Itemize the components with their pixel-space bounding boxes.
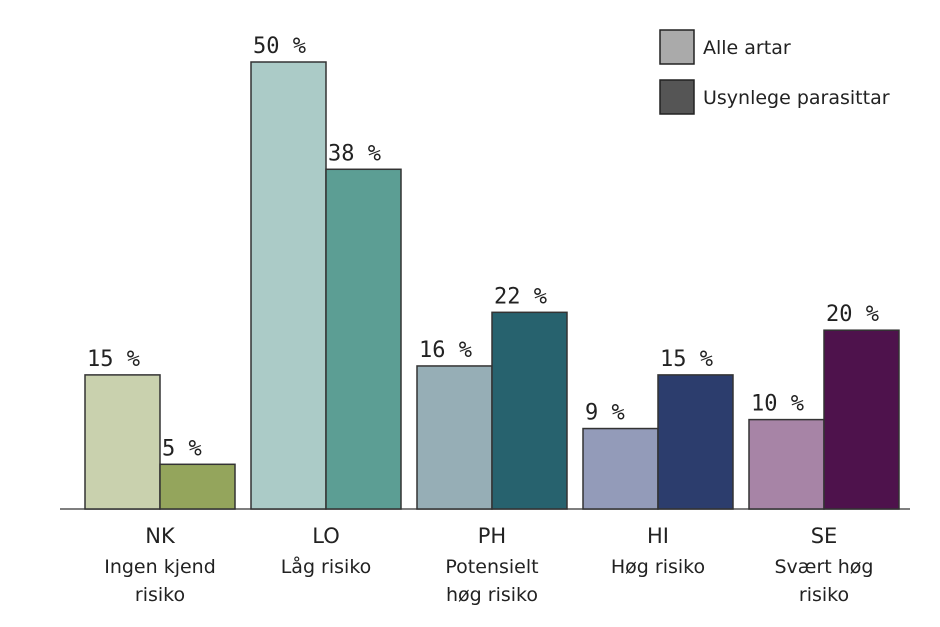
value-label: 5 %	[162, 436, 202, 461]
legend-swatch	[659, 79, 695, 115]
legend-label: Usynlege parasittar	[703, 87, 890, 109]
bar	[748, 418, 825, 510]
category-description: Låg risiko	[281, 555, 372, 578]
category-label: NK	[145, 524, 176, 548]
category-description: Ingen kjend	[104, 556, 216, 578]
legend-swatch	[659, 29, 695, 65]
category-description: Høg risiko	[611, 556, 705, 578]
bar	[582, 427, 659, 510]
value-label: 10 %	[751, 392, 804, 417]
bar	[250, 61, 327, 510]
bar	[325, 168, 402, 510]
category-description: Svært høg	[775, 556, 874, 578]
category-label: SE	[811, 524, 838, 548]
value-label: 20 %	[826, 302, 879, 327]
category-description: Potensielt	[445, 556, 538, 578]
bar	[416, 365, 493, 510]
bar	[823, 329, 900, 510]
category-label: HI	[647, 524, 669, 548]
category-label: LO	[312, 524, 339, 548]
value-label: 9 %	[585, 401, 625, 426]
value-label: 16 %	[419, 338, 472, 363]
value-label: 50 %	[253, 34, 306, 59]
value-label: 22 %	[494, 284, 547, 309]
category-description: risiko	[135, 584, 185, 606]
legend-label: Alle artar	[703, 37, 791, 59]
value-label: 15 %	[87, 347, 140, 372]
bar	[159, 463, 236, 510]
category-description: risiko	[799, 584, 849, 606]
value-label: 15 %	[660, 347, 713, 372]
bar	[84, 374, 161, 510]
value-label: 38 %	[328, 141, 381, 166]
bar	[491, 311, 568, 510]
category-label: PH	[478, 524, 506, 548]
bar	[657, 374, 734, 510]
category-description: høg risiko	[446, 584, 538, 606]
